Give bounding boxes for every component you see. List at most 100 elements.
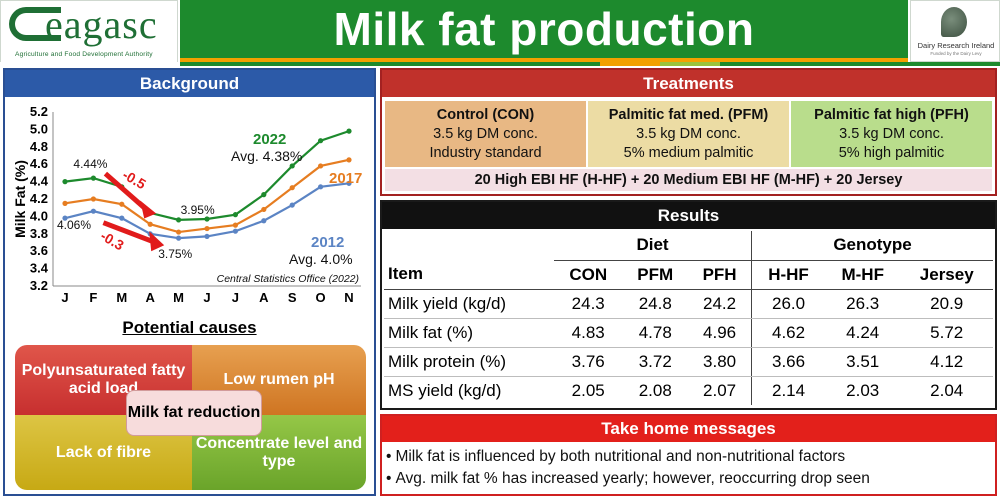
background-heading: Background	[5, 70, 374, 97]
series-point-2022	[204, 216, 210, 222]
cell: 26.3	[824, 289, 901, 319]
cell: 4.96	[688, 318, 752, 348]
series-point-2022	[176, 217, 182, 223]
series-point-2012	[318, 184, 324, 190]
y-tick-label: 3.4	[30, 261, 49, 276]
y-tick-label: 5.0	[30, 121, 48, 136]
cell: 24.3	[554, 289, 623, 319]
cell: 2.07	[703, 380, 737, 400]
results-panel: Results Diet Genotype Item CON PFM PFH H…	[380, 200, 997, 410]
table-row: Milk protein (%) 3.76 3.72 3.80 3.66 3.5…	[384, 347, 993, 377]
col-hhf: H-HF	[751, 260, 825, 290]
cell: 5.72	[900, 318, 993, 348]
group-diet: Diet	[554, 231, 752, 261]
series-point-2012	[261, 218, 267, 224]
series-point-2012	[62, 215, 68, 221]
x-tick-label: J	[232, 290, 239, 305]
row-item: Milk yield (kg/d)	[384, 289, 554, 319]
title-bar: Milk fat production	[180, 0, 908, 62]
cell: 4.62	[751, 318, 825, 348]
series-point-2017	[261, 206, 267, 213]
list-item: Avg. milk fat % has increased yearly; ho…	[386, 468, 995, 490]
animals-line: 20 High EBI HF (H-HF) + 20 Medium EBI HF…	[385, 169, 992, 191]
x-tick-label: M	[173, 290, 184, 305]
series-point-2012	[346, 180, 352, 186]
table-row: Milk fat (%) 4.83 4.78 4.96 4.62 4.24 5.…	[384, 318, 993, 348]
treatment-name: Palmitic fat high (PFH)	[814, 106, 969, 123]
treatments-heading: Treatments	[382, 70, 995, 97]
cell: 2.14	[751, 376, 825, 405]
series-point-2012	[90, 208, 96, 214]
treatments-panel: Treatments Control (CON) 3.5 kg DM conc.…	[380, 68, 997, 196]
series-point-2022	[232, 212, 238, 218]
series-point-2012	[232, 228, 238, 234]
series-point-2017	[204, 225, 210, 232]
drop-arrow-head-2022	[140, 200, 157, 219]
cell: 4.78	[622, 318, 689, 348]
cell: 4.24	[824, 318, 901, 348]
cell: 26.0	[751, 289, 825, 319]
cell: 2.04	[930, 380, 964, 400]
drop-arrow-2012	[102, 220, 154, 244]
take-home-list: Milk fat is influenced by both nutrition…	[382, 442, 995, 490]
cell: 3.72	[622, 347, 689, 377]
row-item: Milk protein (%)	[384, 347, 554, 377]
treatment-line: 3.5 kg DM conc.	[636, 125, 741, 142]
results-table: Diet Genotype Item CON PFM PFH H-HF M-HF…	[384, 231, 993, 405]
teagasc-subtitle: Agriculture and Food Development Authori…	[15, 51, 153, 58]
cell: 24.2	[688, 289, 752, 319]
series-point-2022	[90, 175, 96, 181]
annotation-feb-2012: 4.06%	[57, 218, 91, 232]
col-pfh: PFH	[688, 260, 752, 290]
x-tick-label: A	[146, 290, 156, 305]
series-point-2012	[289, 202, 295, 208]
series-point-2017	[289, 185, 295, 191]
row-item: MS yield (kg/d)	[388, 380, 502, 400]
treatment-pfm: Palmitic fat med. (PFM) 3.5 kg DM conc. …	[588, 101, 789, 167]
series-point-2022	[346, 128, 352, 134]
x-tick-label: S	[288, 290, 297, 305]
page-title: Milk fat production	[333, 3, 755, 55]
teagasc-mark-icon	[9, 7, 61, 41]
series-point-2012	[119, 215, 125, 221]
series-point-2022	[289, 163, 295, 169]
results-heading: Results	[382, 202, 995, 229]
x-tick-label: O	[316, 290, 326, 305]
series-label-2012: 2012	[311, 234, 344, 251]
dairy-research-logo: Dairy Research Ireland Funded by the Dai…	[910, 0, 1000, 62]
treatments-row: Control (CON) 3.5 kg DM conc. Industry s…	[385, 101, 992, 167]
col-jersey: Jersey	[900, 260, 993, 290]
milk-fat-chart: 3.2 3.4 3.6 3.8 4.0 4.2 4.4 4.6 4.8 5.0 5.2 J F M A M J J…	[11, 102, 371, 328]
x-tick-label: M	[116, 290, 127, 305]
dairy-research-tag: Funded by the Dairy Levy	[930, 51, 982, 56]
treatment-name: Palmitic fat med. (PFM)	[608, 106, 769, 123]
series-avg-2022: Avg. 4.38%	[231, 148, 302, 164]
series-point-2017	[147, 221, 153, 227]
x-tick-label: J	[203, 290, 210, 305]
series-point-2017	[346, 157, 352, 163]
series-point-2017	[119, 201, 125, 207]
cell: 3.51	[824, 347, 901, 377]
cell: 24.8	[622, 289, 689, 319]
row-item: Milk fat (%)	[384, 318, 554, 348]
col-item: Item	[384, 260, 554, 290]
series-point-2022	[318, 138, 324, 144]
treatment-pfh: Palmitic fat high (PFH) 3.5 kg DM conc. …	[791, 101, 992, 167]
series-point-2017	[176, 229, 182, 235]
series-point-2012	[176, 235, 182, 241]
leaf-icon	[941, 7, 967, 37]
take-home-heading: Take home messages	[382, 416, 995, 442]
table-row: MS yield (kg/d) 2.05 2.08 2.07 2.14 2.03…	[384, 376, 993, 405]
col-con: CON	[554, 260, 623, 290]
milk-fat-chart-svg: 3.2 3.4 3.6 3.8 4.0 4.2 4.4 4.6 4.8 5.0 5.2 J F M A M J J…	[12, 104, 362, 305]
teagasc-logo: eagasc Agriculture and Food Development …	[0, 0, 178, 64]
take-home-panel: Take home messages Milk fat is influence…	[380, 414, 997, 496]
cell: 2.05	[571, 380, 605, 400]
y-tick-label: 3.2	[30, 278, 48, 293]
y-axis-label: Milk Fat (%)	[12, 160, 28, 238]
background-panel: Background 3.2 3.4 3.6 3.8 4.0 4.2 4.4 4.6 4.8 5.…	[3, 68, 376, 496]
drop-arrow-head-2012	[149, 231, 165, 252]
cell: 4.12	[900, 347, 993, 377]
cell: 3.66	[751, 347, 825, 377]
causes-title: Potential causes	[122, 318, 257, 337]
